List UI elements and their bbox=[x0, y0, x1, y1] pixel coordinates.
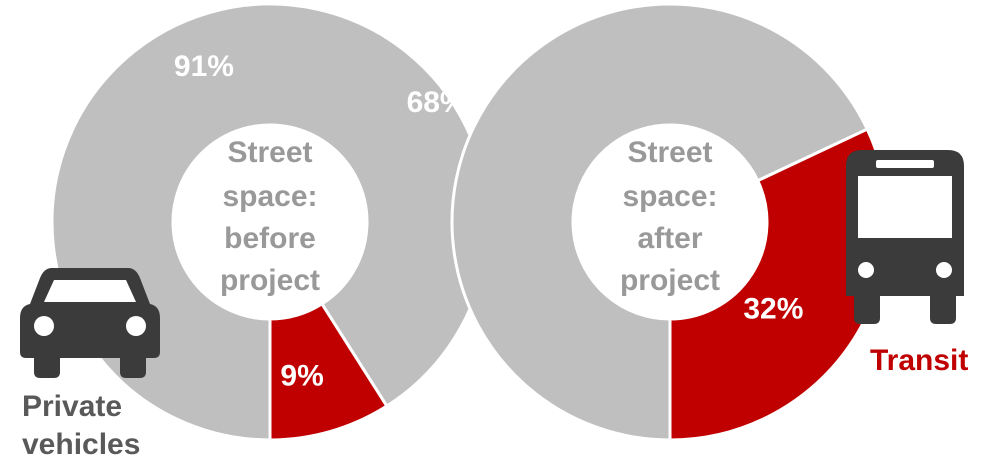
bus-windshield-icon bbox=[858, 176, 952, 238]
donut-1-slice-transit bbox=[268, 301, 389, 442]
private-vehicles-label-line-1: Private bbox=[22, 390, 123, 423]
car-windshield-icon bbox=[44, 280, 136, 302]
donut-1-transit-value-label: 9% bbox=[280, 360, 323, 393]
donut-1-center-label-line-4: project bbox=[220, 264, 320, 297]
donut-1-center-label-line-1: Street bbox=[227, 136, 312, 169]
donut-2-center-label-line-1: Street bbox=[627, 136, 712, 169]
private-vehicles-label: Private vehicles bbox=[22, 388, 140, 464]
transit-label-line-1: Transit bbox=[870, 344, 969, 377]
bus-sign-icon bbox=[876, 160, 934, 168]
car-right-headlight-icon bbox=[126, 316, 146, 336]
bus-right-headlight-icon bbox=[936, 262, 952, 278]
donut-2-private-vehicles-value-label: 68% bbox=[407, 86, 467, 119]
bus-left-headlight-icon bbox=[858, 262, 874, 278]
private-vehicles-label-line-2: vehicles bbox=[22, 428, 141, 461]
donut-2-center-label-line-4: project bbox=[620, 264, 720, 297]
donut-2-center-label-line-2: space: bbox=[622, 180, 717, 213]
donut-1-center-label-line-2: space: bbox=[222, 180, 317, 213]
car-left-headlight-icon bbox=[34, 316, 54, 336]
donut-1-private-vehicles-value-label: 91% bbox=[174, 50, 234, 83]
donut-1-center-label-line-3: before bbox=[224, 222, 316, 255]
donut-2-slice-private-vehicles bbox=[450, 2, 870, 442]
transit-label: Transit bbox=[870, 342, 968, 380]
donut-2-center-label-line-3: after bbox=[637, 222, 702, 255]
donut-2-transit-value-label: 32% bbox=[743, 293, 803, 326]
